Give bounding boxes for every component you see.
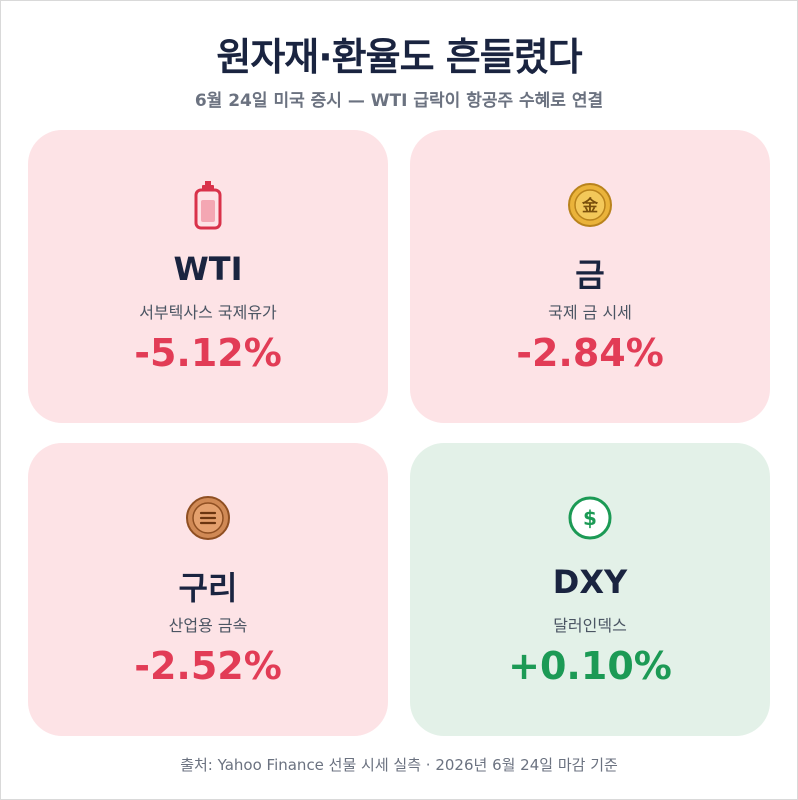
dollar-coin-icon: $	[565, 493, 615, 543]
gold-coin-icon: 金	[565, 180, 615, 230]
card-name: 금	[575, 256, 605, 294]
card-change: -2.84%	[516, 331, 664, 375]
battery-icon	[183, 180, 233, 230]
card-change: -2.52%	[134, 644, 282, 688]
dollar-coin-glyph: $	[583, 506, 597, 530]
card-change: -5.12%	[134, 331, 282, 375]
page-title: 원자재·환율도 흔들렸다	[216, 35, 582, 79]
card-name: DXY	[552, 563, 628, 601]
card-description: 달러인덱스	[553, 616, 627, 635]
copper-coin-icon	[183, 493, 233, 543]
card-gold: 金 금 국제 금 시세 -2.84%	[410, 130, 770, 423]
card-dxy: $ DXY 달러인덱스 +0.10%	[410, 443, 770, 736]
card-description: 서부텍사스 국제유가	[139, 303, 277, 322]
gold-coin-glyph: 金	[581, 196, 599, 215]
page-subtitle: 6월 24일 미국 증시 — WTI 급락이 항공주 수혜로 연결	[194, 91, 604, 111]
source-note: 출처: Yahoo Finance 선물 시세 실측 · 2026년 6월 24…	[180, 756, 618, 774]
card-name: WTI	[173, 250, 243, 288]
card-copper: 구리 산업용 금속 -2.52%	[28, 443, 388, 736]
card-description: 산업용 금속	[168, 616, 248, 635]
card-wti: WTI 서부텍사스 국제유가 -5.12%	[28, 130, 388, 423]
card-name: 구리	[178, 569, 238, 607]
card-change: +0.10%	[508, 644, 672, 688]
card-description: 국제 금 시세	[548, 303, 632, 322]
